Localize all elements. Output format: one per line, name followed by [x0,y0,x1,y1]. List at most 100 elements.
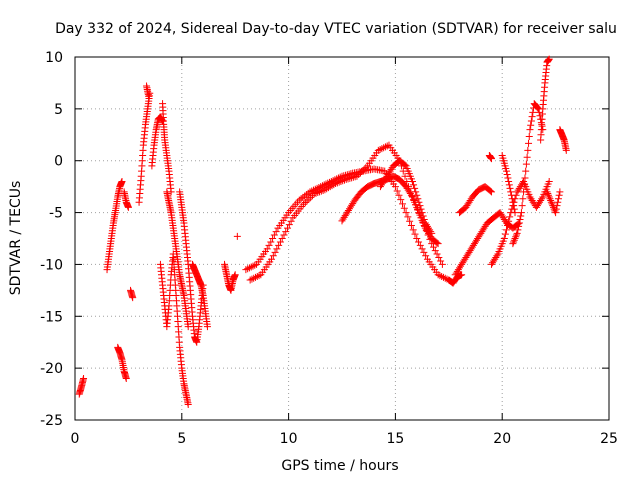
data-point [414,195,422,203]
data-point [203,323,211,331]
data-point [410,181,418,189]
data-point [353,172,361,180]
data-point [510,202,518,210]
data-point [525,139,533,147]
data-point [349,173,357,181]
data-point [413,191,421,199]
data-point [249,262,257,270]
data-point [438,260,446,268]
data-point [493,252,501,260]
data-point [339,177,347,185]
data-point [546,195,554,203]
data-point [299,193,307,201]
data-point [420,248,428,256]
data-point [521,174,529,182]
data-point [122,375,130,383]
x-tick-label: 20 [493,431,511,447]
y-axis-label: SDTVAR / TECUs [8,181,24,296]
data-point [295,196,303,204]
data-point [520,181,528,189]
data-point [399,200,407,208]
data-point [431,247,439,255]
data-point [413,235,421,242]
data-point [355,171,363,179]
data-point [520,188,528,196]
data-point [280,231,288,239]
data-point [357,169,365,177]
data-point [347,170,355,178]
data-point [251,273,259,281]
data-point [436,272,444,280]
data-point [268,255,276,263]
data-point [510,205,518,213]
data-point [551,207,559,215]
data-point [515,222,523,230]
data-point [118,177,126,185]
data-point [488,155,496,163]
data-point [250,274,258,282]
data-point [441,274,449,282]
data-point [552,209,560,217]
data-point [502,226,510,234]
data-point [340,172,348,180]
x-tick-label: 0 [71,431,80,447]
series-s12 [176,188,207,346]
data-point [342,171,350,179]
data-point [360,165,368,173]
data-point [244,265,252,273]
data-point [527,121,535,129]
series-s02 [103,177,126,274]
data-point [562,146,570,154]
data-point [402,209,410,217]
data-point [527,117,535,125]
data-point [434,271,442,279]
data-point [507,191,515,199]
data-point [411,230,419,238]
data-point [509,198,517,206]
series-s05 [127,286,137,302]
data-point [80,375,88,383]
data-point [554,195,562,203]
data-point [412,188,420,196]
data-point [415,198,423,206]
data-point [404,213,412,221]
plot-frame [74,56,610,421]
data-point [545,177,553,185]
data-point [528,113,536,121]
series-s22 [455,183,496,217]
data-point [515,219,523,227]
data-point [315,184,323,192]
data-point [253,273,261,281]
data-point [400,204,408,212]
data-point [304,189,312,197]
series-s11 [163,188,192,331]
x-tick-label: 15 [386,431,404,447]
y-tick-label: 5 [54,102,63,118]
data-point [275,241,283,249]
data-point [391,183,399,191]
data-point [511,209,519,217]
data-point [555,191,563,199]
data-point [552,205,560,213]
data-point [510,236,518,244]
y-tick-label: 10 [45,50,63,66]
data-point [328,182,336,190]
series-s01 [75,375,88,398]
data-point [362,164,370,172]
data-point [547,198,555,206]
data-point [408,177,416,185]
data-point [406,217,414,225]
data-point [270,231,278,239]
data-point [342,175,350,183]
series-s09 [159,100,175,196]
data-point [538,195,546,203]
data-point [510,238,518,246]
data-point [374,146,382,154]
data-point [358,167,366,175]
data-point [438,273,446,281]
data-point [269,235,277,242]
data-point [380,144,388,152]
data-point [458,271,466,279]
y-tick-label: -15 [40,309,63,325]
data-point [545,55,553,63]
